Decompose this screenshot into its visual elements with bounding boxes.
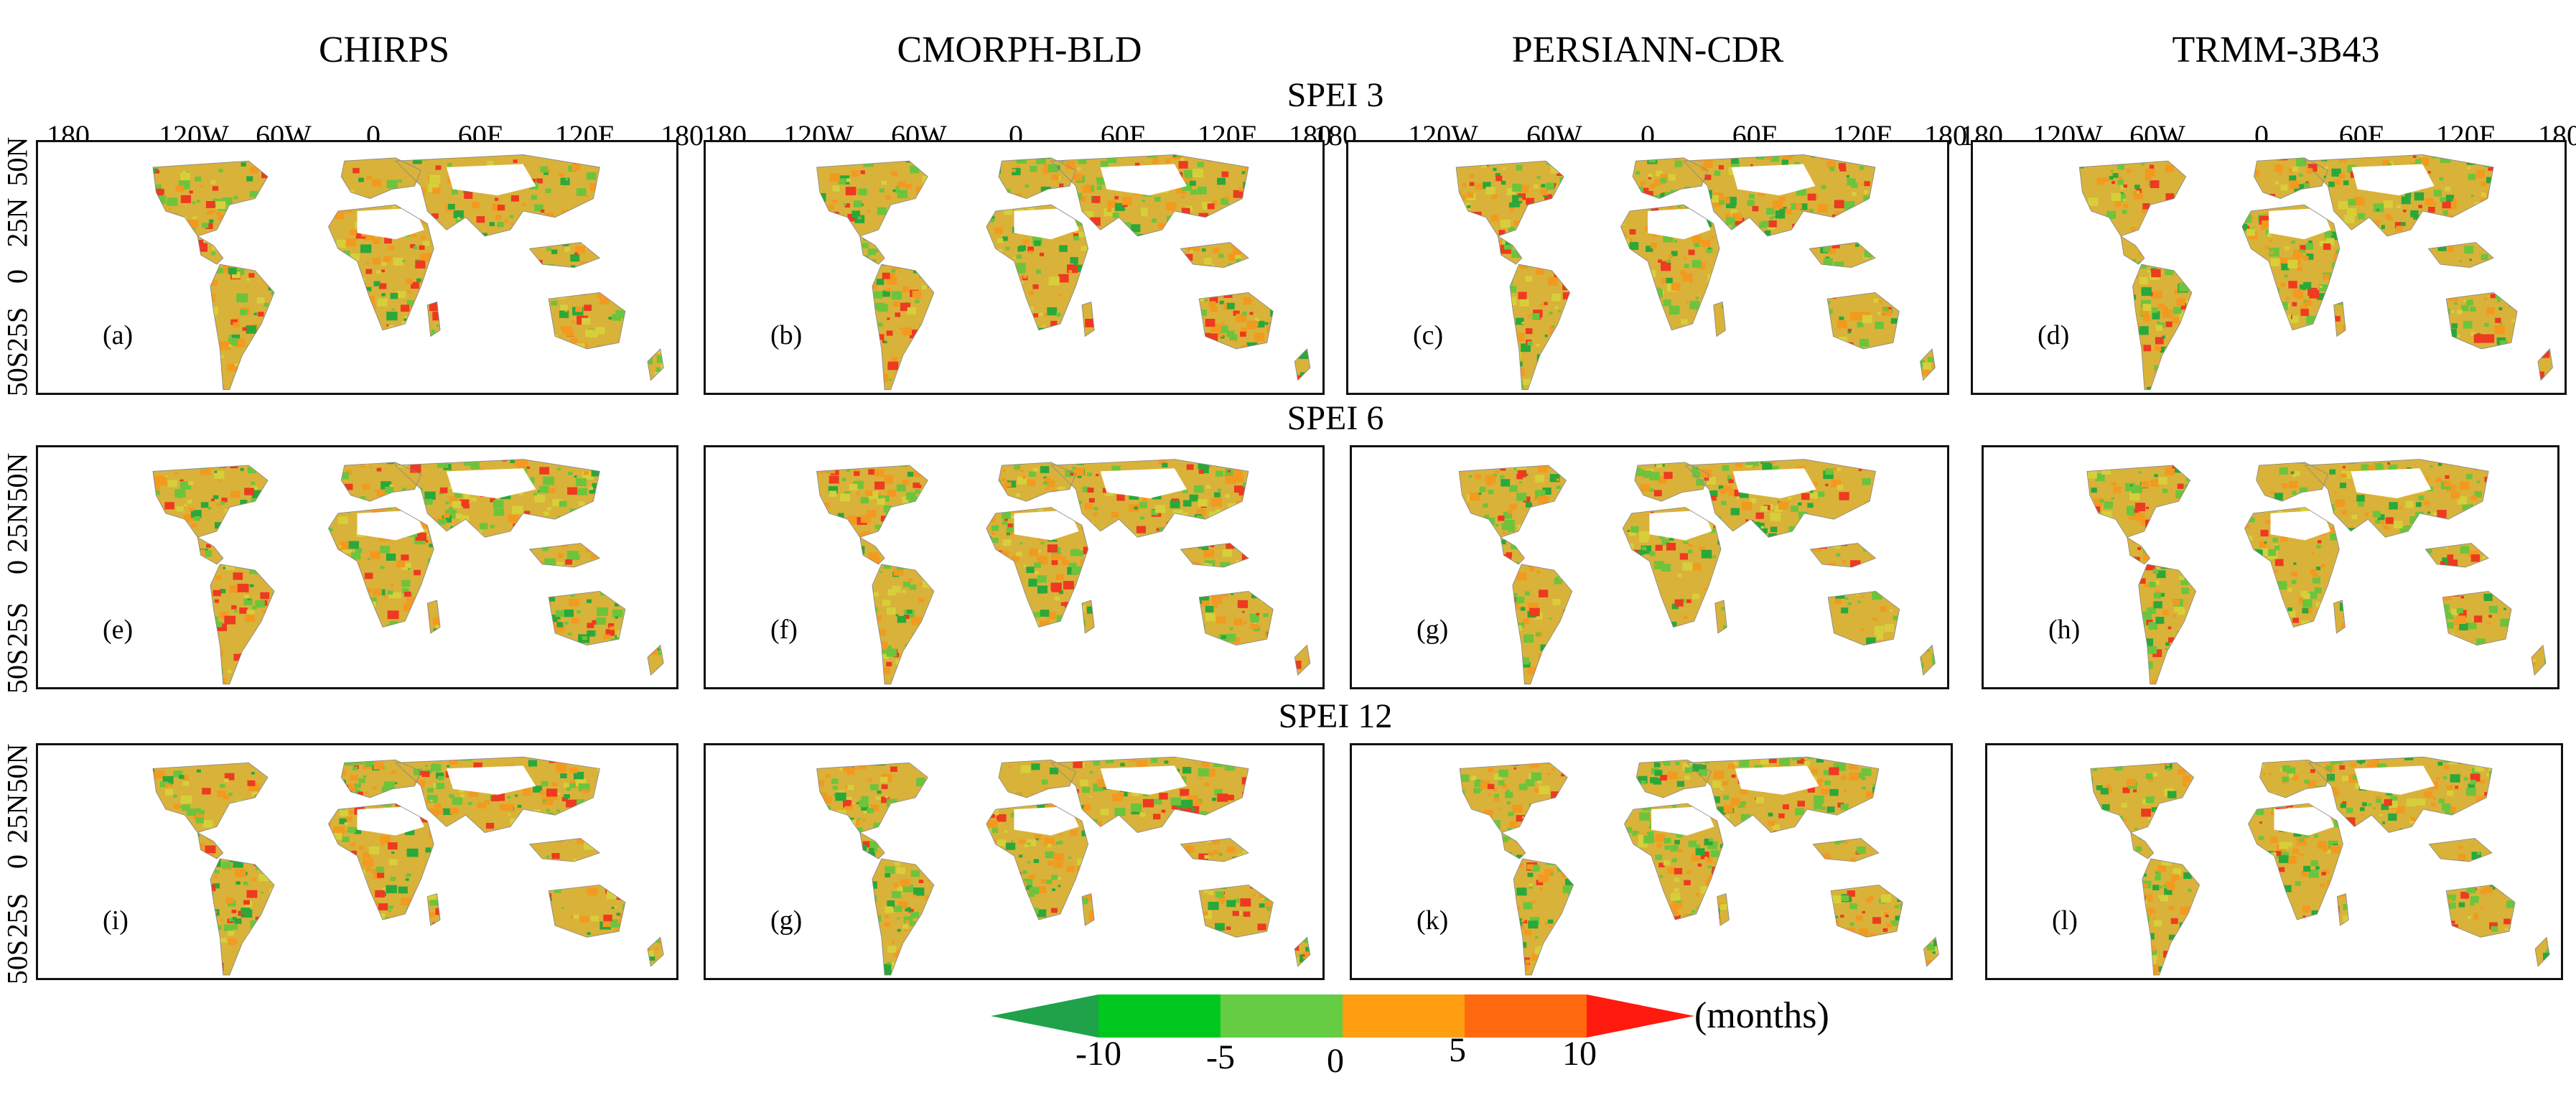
panel-label: (g) [770, 905, 803, 936]
colorbar-tick: -10 [1075, 1035, 1121, 1073]
latitude-label: 50N [1, 743, 34, 793]
colorbar-tick: 5 [1449, 1031, 1466, 1069]
map-panel: (f) [704, 445, 1325, 689]
map-svg [2086, 459, 2547, 685]
latitude-label: 0 [1, 269, 34, 284]
map-svg [816, 154, 1311, 391]
map-svg [152, 154, 664, 391]
map-panel: (e) [36, 445, 678, 689]
colorbar-tick: -5 [1206, 1038, 1235, 1076]
column-title-trmm: TRMM-3B43 [2172, 29, 2380, 70]
panel-label: (a) [103, 320, 134, 350]
column-title-cmorph: CMORPH-BLD [897, 29, 1142, 70]
map-svg [1455, 154, 1936, 391]
map-panel: (k) [1350, 743, 1953, 980]
panel-label: (l) [2052, 905, 2078, 936]
panel-label: (g) [1417, 615, 1449, 645]
map-panel: (c) [1346, 140, 1949, 395]
latitude-label: 50N [1, 452, 34, 503]
latitude-label: 25N [1, 793, 34, 844]
colorbar-tick: 0 [1327, 1042, 1344, 1080]
map-panel: (i) [36, 743, 678, 980]
panel-label: (e) [103, 615, 134, 645]
map-svg [816, 756, 1311, 976]
column-title-chirps: CHIRPS [318, 29, 450, 70]
panel-label: (d) [2038, 320, 2070, 350]
colorbar-min-arrow [991, 994, 1098, 1038]
row-title-spei12: SPEI 12 [1278, 697, 1393, 735]
map-svg [2090, 756, 2550, 976]
latitude-label: 50S25S [1, 307, 34, 397]
map-panel: (g) [1350, 445, 1949, 689]
latitude-label: 25N [1, 197, 34, 248]
latitude-label: 0 [1, 560, 34, 574]
colorbar [991, 994, 1694, 1038]
map-svg [1458, 459, 1936, 685]
map-panel: (a) [36, 140, 678, 395]
colorbar-bin-2 [1221, 994, 1343, 1038]
latitude-label: 25S [1, 602, 34, 648]
map-panel: (g) [704, 743, 1325, 980]
map-svg [816, 459, 1311, 685]
map-svg [152, 756, 664, 976]
colorbar-unit: (months) [1694, 995, 1829, 1036]
colorbar-tick: 10 [1562, 1035, 1597, 1073]
latitude-label: 25S [1, 893, 34, 938]
column-title-persiann: PERSIANN-CDR [1511, 29, 1784, 70]
map-panel: (h) [1982, 445, 2559, 689]
panel-label: (f) [770, 615, 798, 645]
map-svg [152, 459, 664, 685]
map-svg [1459, 756, 1939, 976]
panel-label: (i) [103, 905, 129, 936]
latitude-label: 0 [1, 854, 34, 869]
latitude-label: 25N [1, 503, 34, 553]
map-svg [2078, 154, 2553, 391]
panel-label: (b) [770, 320, 803, 350]
colorbar-bin-4 [1465, 994, 1587, 1038]
colorbar-bin-3 [1343, 994, 1465, 1038]
row-title-spei6: SPEI 6 [1287, 399, 1384, 437]
latitude-label: 50S [1, 939, 34, 985]
latitude-label: 50N [1, 136, 34, 187]
panel-label: (c) [1413, 320, 1444, 350]
map-panel: (d) [1971, 140, 2567, 395]
colorbar-bin-1 [1098, 994, 1221, 1038]
map-panel: (l) [1985, 743, 2563, 980]
colorbar-max-arrow [1587, 994, 1694, 1038]
colorbar-graphic [991, 994, 1694, 1038]
panel-label: (h) [2048, 615, 2081, 645]
latitude-label: 50S [1, 648, 34, 694]
panel-label: (k) [1417, 905, 1449, 936]
map-panel: (b) [704, 140, 1325, 395]
row-title-spei3: SPEI 3 [1287, 76, 1384, 114]
